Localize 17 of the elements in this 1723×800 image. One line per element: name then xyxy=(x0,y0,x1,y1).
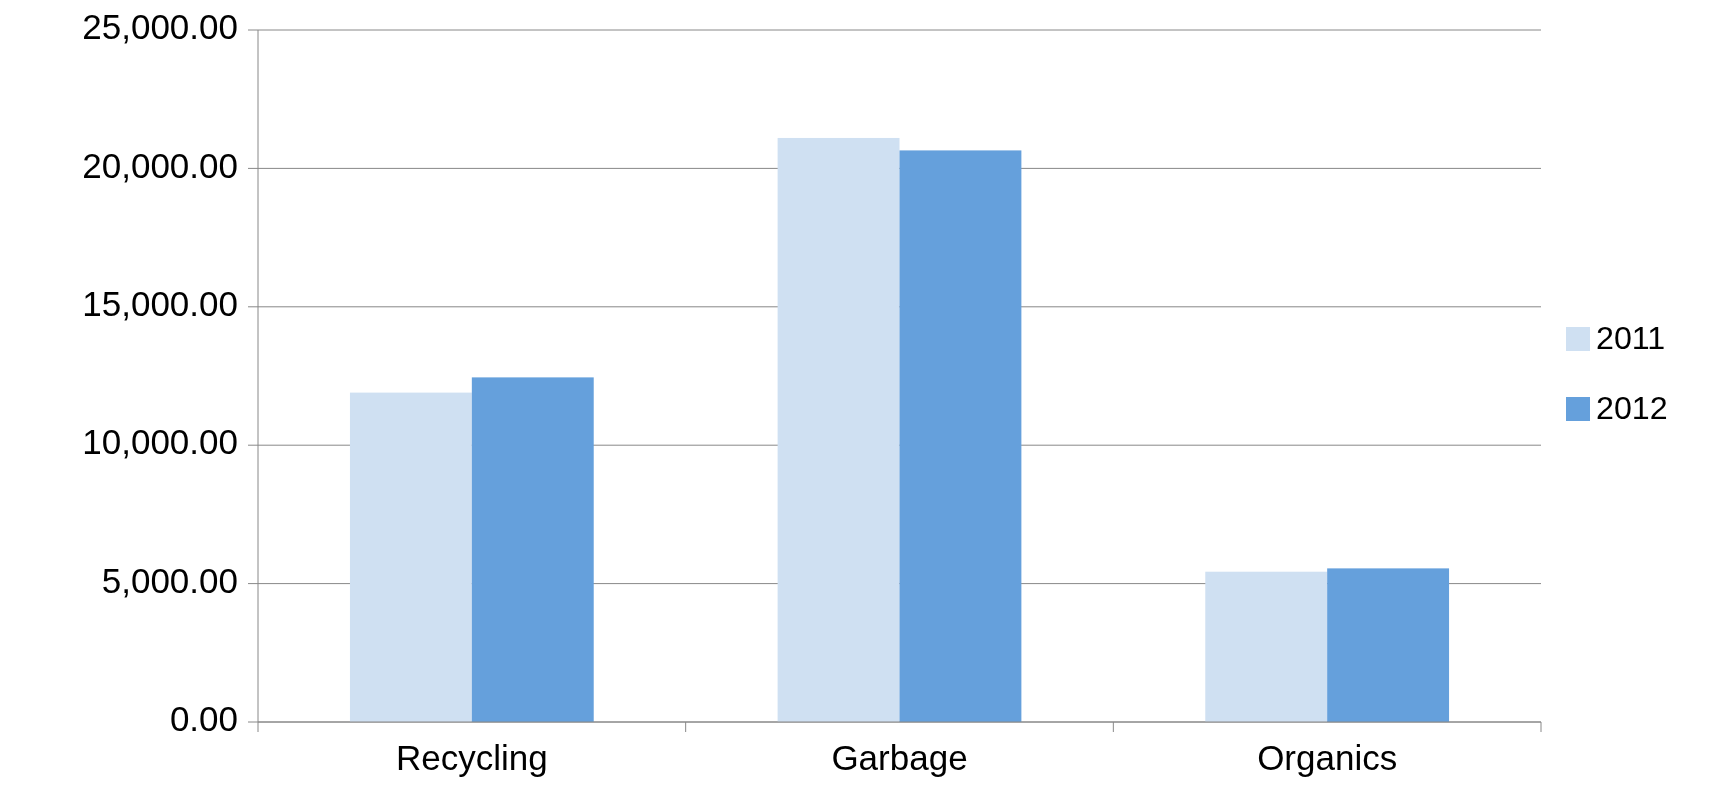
y-tick-label: 25,000.00 xyxy=(82,7,238,47)
y-tick-label: 0.00 xyxy=(169,699,238,739)
bar xyxy=(1205,571,1328,722)
y-tick-label: 5,000.00 xyxy=(101,560,238,600)
bar xyxy=(349,392,472,722)
legend-label: 2011 xyxy=(1596,319,1666,356)
bar xyxy=(471,377,594,722)
y-tick-label: 20,000.00 xyxy=(82,145,238,185)
x-tick-label: Garbage xyxy=(831,738,968,777)
x-tick-label: Recycling xyxy=(395,738,548,777)
bar xyxy=(1327,568,1450,722)
bar xyxy=(777,137,900,722)
x-tick-label: Organics xyxy=(1257,738,1398,777)
legend-label: 2012 xyxy=(1596,389,1668,426)
y-tick-label: 15,000.00 xyxy=(82,284,238,324)
bar xyxy=(899,150,1022,722)
y-tick-label: 10,000.00 xyxy=(82,422,238,462)
